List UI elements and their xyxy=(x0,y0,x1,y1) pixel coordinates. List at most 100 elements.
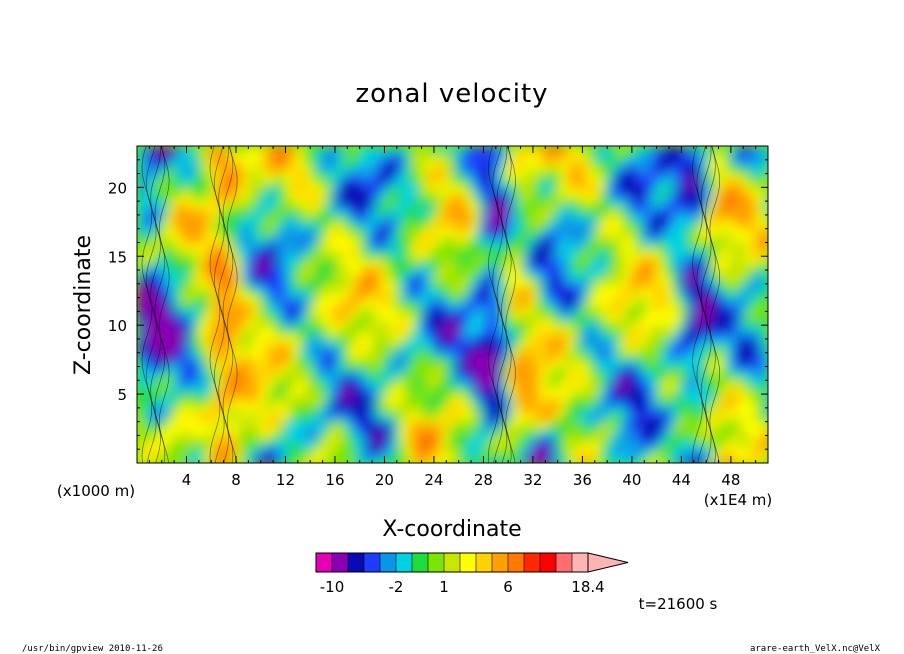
field-cell xyxy=(662,256,668,262)
field-cell xyxy=(277,186,283,192)
field-cell xyxy=(602,146,608,152)
field-cell xyxy=(232,171,238,177)
field-cell xyxy=(422,301,428,307)
field-cell xyxy=(247,211,253,217)
field-cell xyxy=(202,191,208,197)
field-cell xyxy=(297,231,303,237)
field-cell xyxy=(172,306,178,312)
field-cell xyxy=(497,301,503,307)
field-cell xyxy=(722,301,728,307)
field-cell xyxy=(562,181,568,187)
field-cell xyxy=(537,246,543,252)
field-cell xyxy=(347,281,353,287)
field-cell xyxy=(532,231,538,237)
field-cell xyxy=(322,176,328,182)
field-cell xyxy=(317,336,323,342)
field-cell xyxy=(372,166,378,172)
field-cell xyxy=(562,276,568,282)
field-cell xyxy=(462,316,468,322)
field-cell xyxy=(297,306,303,312)
field-cell xyxy=(637,256,643,262)
field-cell xyxy=(697,311,703,317)
field-cell xyxy=(247,246,253,252)
field-cell xyxy=(577,231,583,237)
field-cell xyxy=(742,241,748,247)
field-cell xyxy=(317,231,323,237)
field-cell xyxy=(527,241,533,247)
field-cell xyxy=(312,146,318,152)
field-cell xyxy=(272,181,278,187)
field-cell xyxy=(482,211,488,217)
field-cell xyxy=(632,271,638,277)
field-cell xyxy=(687,256,693,262)
field-cell xyxy=(177,171,183,177)
field-cell xyxy=(232,316,238,322)
field-cell xyxy=(712,216,718,222)
field-cell xyxy=(747,166,753,172)
field-cell xyxy=(602,211,608,217)
field-cell xyxy=(687,276,693,282)
field-cell xyxy=(197,231,203,237)
field-cell xyxy=(452,146,458,152)
field-cell xyxy=(212,211,218,217)
field-cell xyxy=(302,246,308,252)
field-cell xyxy=(672,171,678,177)
field-cell xyxy=(472,311,478,317)
field-cell xyxy=(757,176,763,182)
field-cell xyxy=(467,231,473,237)
field-cell xyxy=(367,336,373,342)
field-cell xyxy=(312,181,318,187)
field-cell xyxy=(162,241,168,247)
field-cell xyxy=(422,221,428,227)
field-cell xyxy=(757,331,763,337)
field-cell xyxy=(187,311,193,317)
field-cell xyxy=(537,256,543,262)
field-cell xyxy=(587,291,593,297)
field-cell xyxy=(757,216,763,222)
field-cell xyxy=(442,296,448,302)
field-cell xyxy=(302,326,308,332)
field-cell xyxy=(637,266,643,272)
field-cell xyxy=(187,201,193,207)
field-cell xyxy=(227,296,233,302)
field-cell xyxy=(232,236,238,242)
field-cell xyxy=(567,231,573,237)
field-cell xyxy=(327,201,333,207)
field-cell xyxy=(687,306,693,312)
field-cell xyxy=(627,156,633,162)
field-cell xyxy=(237,246,243,252)
field-cell xyxy=(747,236,753,242)
field-cell xyxy=(502,241,508,247)
field-cell xyxy=(232,276,238,282)
field-cell xyxy=(737,226,743,232)
field-cell xyxy=(307,226,313,232)
field-cell xyxy=(267,301,273,307)
field-cell xyxy=(332,246,338,252)
field-cell xyxy=(542,291,548,297)
field-cell xyxy=(707,151,713,157)
field-cell xyxy=(202,341,208,347)
field-cell xyxy=(652,241,658,247)
field-cell xyxy=(587,161,593,167)
field-cell xyxy=(337,256,343,262)
field-cell xyxy=(592,291,598,297)
field-cell xyxy=(532,301,538,307)
field-cell xyxy=(727,206,733,212)
field-cell xyxy=(432,181,438,187)
field-cell xyxy=(662,311,668,317)
field-cell xyxy=(322,316,328,322)
field-cell xyxy=(497,196,503,202)
field-cell xyxy=(692,201,698,207)
field-cell xyxy=(522,211,528,217)
field-cell xyxy=(222,146,228,152)
field-cell xyxy=(627,301,633,307)
field-cell xyxy=(602,176,608,182)
field-cell xyxy=(467,171,473,177)
field-cell xyxy=(307,291,313,297)
field-cell xyxy=(202,186,208,192)
field-cell xyxy=(332,266,338,272)
field-cell xyxy=(367,331,373,337)
field-cell xyxy=(442,156,448,162)
field-cell xyxy=(627,261,633,267)
field-cell xyxy=(207,246,213,252)
